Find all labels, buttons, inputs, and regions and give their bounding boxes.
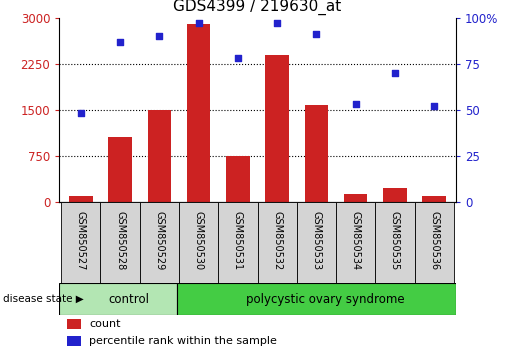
Bar (67, 336, 81, 346)
Bar (179, 202, 218, 283)
Point (234, 55, 242, 61)
Text: percentile rank within the sample: percentile rank within the sample (89, 336, 277, 346)
Text: GSM850532: GSM850532 (272, 211, 282, 270)
Text: GSM850529: GSM850529 (154, 211, 164, 270)
Bar (187, 24, 211, 202)
Bar (218, 202, 258, 283)
Bar (67, 319, 81, 329)
Text: GSM850533: GSM850533 (312, 211, 321, 270)
Bar (297, 202, 336, 283)
Point (312, 32, 320, 37)
Text: GSM850527: GSM850527 (76, 211, 86, 270)
Text: GSM850534: GSM850534 (351, 211, 360, 270)
Text: GSM850531: GSM850531 (233, 211, 243, 270)
Text: control: control (109, 293, 149, 306)
Bar (344, 194, 367, 202)
Text: GSM850530: GSM850530 (194, 211, 203, 270)
Point (352, 101, 360, 107)
Bar (258, 202, 297, 283)
Title: GDS4399 / 219630_at: GDS4399 / 219630_at (174, 0, 341, 15)
Text: polycystic ovary syndrome: polycystic ovary syndrome (246, 293, 405, 306)
Bar (108, 137, 132, 202)
Text: GSM850528: GSM850528 (115, 211, 125, 270)
Bar (148, 110, 171, 202)
Bar (375, 202, 415, 283)
Bar (415, 202, 454, 283)
Point (273, 21, 281, 26)
Bar (100, 202, 140, 283)
Bar (265, 55, 289, 202)
Bar (140, 202, 179, 283)
Point (116, 39, 124, 45)
Bar (61, 202, 100, 283)
Point (391, 70, 399, 76)
Text: GSM850535: GSM850535 (390, 211, 400, 270)
Point (155, 33, 163, 39)
Text: GSM850536: GSM850536 (429, 211, 439, 270)
Point (77, 110, 85, 116)
Point (430, 103, 438, 109)
Bar (59, 283, 177, 315)
Bar (177, 283, 456, 315)
Text: disease state ▶: disease state ▶ (3, 294, 83, 304)
Text: count: count (89, 319, 121, 329)
Bar (304, 105, 328, 202)
Bar (383, 188, 407, 202)
Bar (422, 196, 446, 202)
Bar (336, 202, 375, 283)
Bar (226, 156, 250, 202)
Point (195, 21, 203, 26)
Bar (69, 196, 93, 202)
